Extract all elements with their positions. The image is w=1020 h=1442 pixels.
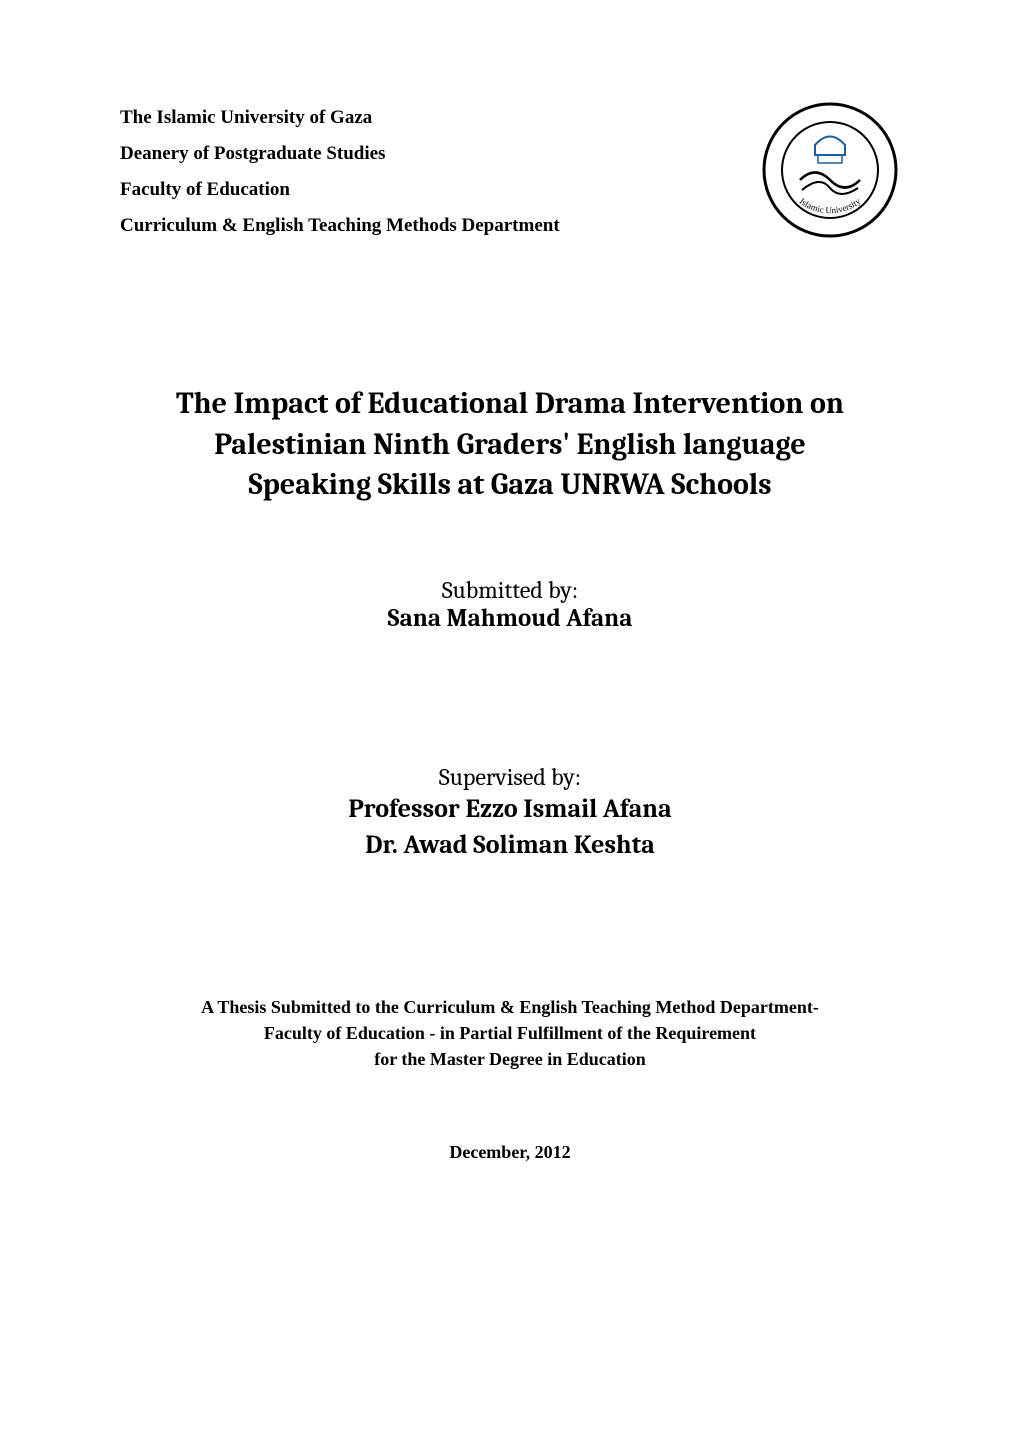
thesis-note-line-3: for the Master Degree in Education <box>120 1046 900 1072</box>
thesis-note: A Thesis Submitted to the Curriculum & E… <box>120 994 900 1072</box>
title-line-2: Palestinian Ninth Graders' English langu… <box>120 425 900 466</box>
institution-block: The Islamic University of Gaza Deanery o… <box>120 100 740 244</box>
supervisor-2: Dr. Awad Soliman Keshta <box>120 827 900 863</box>
thesis-date: December, 2012 <box>120 1142 900 1163</box>
thesis-note-line-2: Faculty of Education - in Partial Fulfil… <box>120 1020 900 1046</box>
thesis-title: The Impact of Educational Drama Interven… <box>120 384 900 506</box>
submitted-by-label: Submitted by: <box>120 576 900 604</box>
supervised-by-label: Supervised by: <box>120 763 900 791</box>
header-row: The Islamic University of Gaza Deanery o… <box>120 100 900 244</box>
institution-line-3: Faculty of Education <box>120 172 740 208</box>
title-line-3: Speaking Skills at Gaza UNRWA Schools <box>120 465 900 506</box>
institution-line-1: The Islamic University of Gaza <box>120 100 740 136</box>
thesis-note-line-1: A Thesis Submitted to the Curriculum & E… <box>120 994 900 1020</box>
supervised-block: Supervised by: Professor Ezzo Ismail Afa… <box>120 763 900 864</box>
title-page: The Islamic University of Gaza Deanery o… <box>0 0 1020 1442</box>
university-seal-icon: Islamic University <box>760 100 900 240</box>
author-name: Sana Mahmoud Afana <box>120 604 900 633</box>
institution-line-4: Curriculum & English Teaching Methods De… <box>120 208 740 244</box>
institution-line-2: Deanery of Postgraduate Studies <box>120 136 740 172</box>
submitted-block: Submitted by: Sana Mahmoud Afana <box>120 576 900 633</box>
title-line-1: The Impact of Educational Drama Interven… <box>120 384 900 425</box>
supervisor-1: Professor Ezzo Ismail Afana <box>120 791 900 827</box>
